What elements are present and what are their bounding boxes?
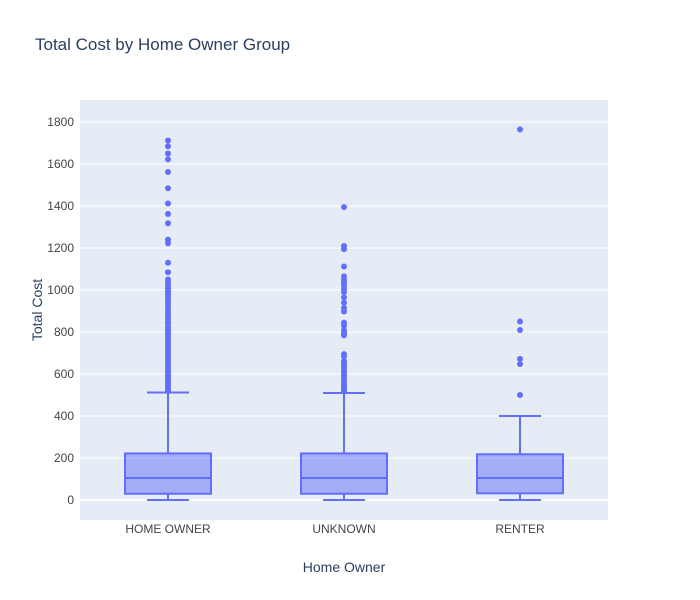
outlier-point — [341, 263, 347, 270]
outlier-point — [517, 355, 523, 362]
outlier-point — [165, 269, 171, 276]
x-tick-label: RENTER — [495, 522, 545, 536]
outlier-point — [341, 294, 347, 301]
y-tick-label: 1200 — [47, 241, 74, 255]
iqr-box — [476, 453, 564, 495]
x-axis-title: Home Owner — [303, 559, 386, 575]
y-tick-label: 1400 — [47, 199, 74, 213]
box-group — [124, 137, 212, 502]
outlier-point — [165, 143, 171, 150]
iqr-box — [300, 452, 388, 495]
outlier-point — [341, 322, 347, 329]
y-tick-label: 200 — [54, 451, 74, 465]
y-tick-labels: 0 200 400 600 800 1000 1200 1400 1600 1800 — [47, 115, 74, 507]
outlier-point — [517, 126, 523, 133]
y-tick-label: 600 — [54, 367, 74, 381]
outlier-point — [517, 326, 523, 333]
x-tick-labels: HOME OWNER UNKNOWN RENTER — [125, 522, 545, 536]
outlier-point — [517, 360, 523, 367]
outlier-point — [165, 137, 171, 144]
outlier-point — [165, 388, 171, 395]
outlier-point — [517, 392, 523, 399]
y-axis-title: Total Cost — [29, 279, 45, 341]
outlier-point — [165, 200, 171, 207]
chart-title: Total Cost by Home Owner Group — [35, 35, 290, 54]
outlier-point — [165, 185, 171, 192]
x-tick-label: UNKNOWN — [312, 522, 375, 536]
box-group — [300, 204, 388, 502]
outlier-point — [341, 204, 347, 211]
box-series — [124, 126, 564, 502]
outlier-point — [165, 211, 171, 218]
x-tick-label: HOME OWNER — [125, 522, 211, 536]
outlier-point — [165, 169, 171, 176]
y-tick-label: 1000 — [47, 283, 74, 297]
outlier-point — [165, 220, 171, 227]
outlier-point — [165, 150, 171, 157]
outlier-point — [341, 308, 347, 315]
outlier-point — [165, 156, 171, 163]
outlier-point — [341, 289, 347, 296]
y-tick-label: 400 — [54, 409, 74, 423]
outlier-point — [165, 240, 171, 247]
iqr-box — [124, 452, 212, 495]
outlier-point — [341, 246, 347, 253]
outlier-point — [517, 318, 523, 325]
y-tick-label: 800 — [54, 325, 74, 339]
outlier-point — [341, 388, 347, 395]
y-tick-label: 1600 — [47, 157, 74, 171]
box-group — [476, 126, 564, 502]
outlier-point — [341, 299, 347, 306]
y-tick-label: 1800 — [47, 115, 74, 129]
outlier-point — [165, 259, 171, 266]
outlier-point — [341, 353, 347, 360]
y-tick-label: 0 — [67, 493, 74, 507]
outlier-point — [341, 332, 347, 339]
